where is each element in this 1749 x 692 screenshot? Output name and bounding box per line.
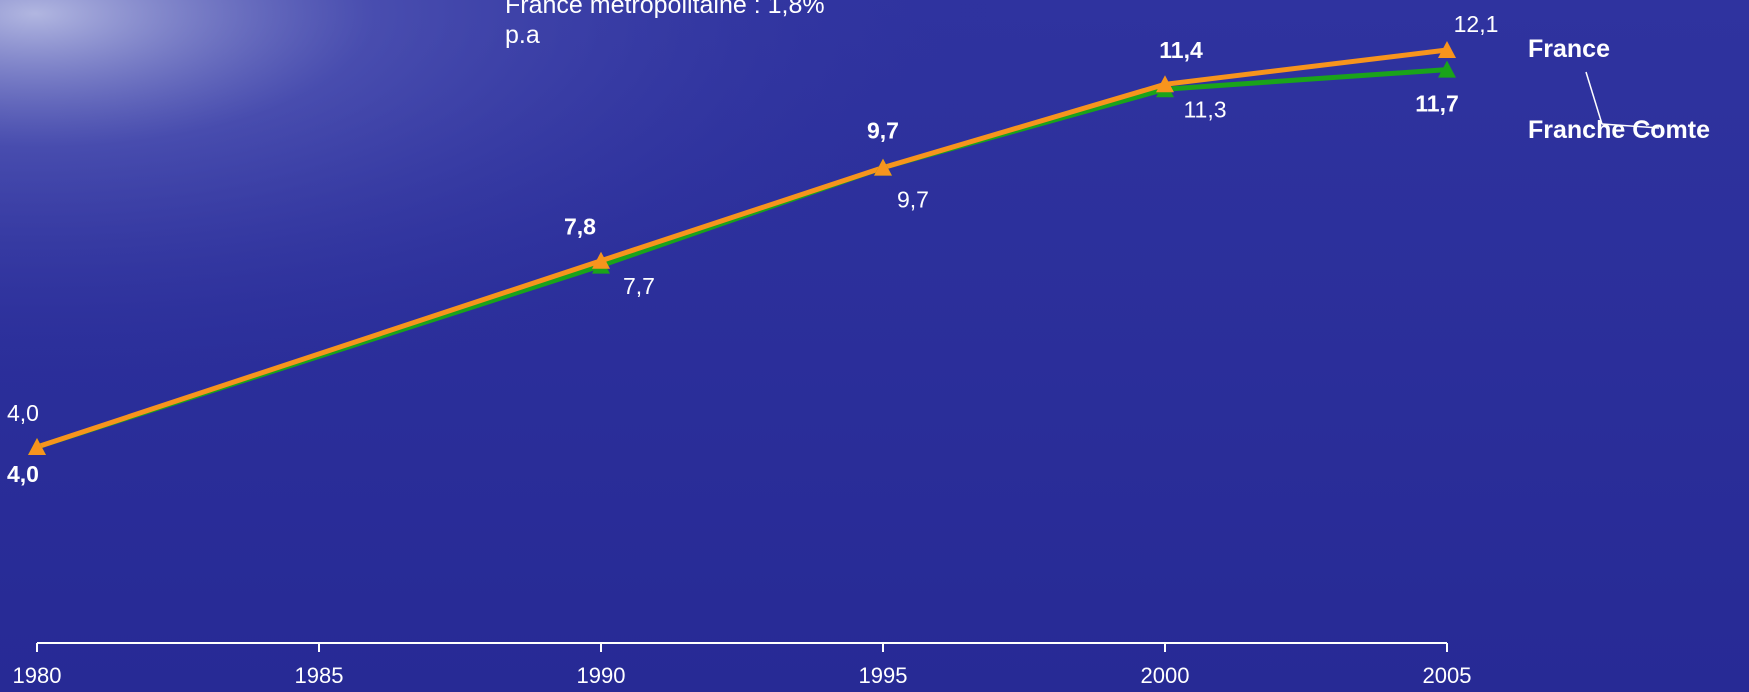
x-tick-label: 1995 — [859, 663, 908, 688]
data-point-marker — [1156, 75, 1174, 93]
data-point-marker — [1438, 60, 1456, 78]
data-point-marker — [28, 438, 46, 455]
x-tick-label: 2005 — [1423, 663, 1472, 688]
data-label: 4,0 — [7, 461, 39, 487]
data-point-marker — [874, 158, 892, 176]
data-point-marker — [592, 251, 610, 269]
data-label: 7,7 — [623, 273, 655, 299]
leader-line — [1585, 71, 1603, 125]
chart-subtitle: France métropolitaine : 1,8% p.a — [505, 0, 825, 50]
x-tick-label: 1980 — [13, 663, 62, 688]
data-label: 9,7 — [867, 118, 899, 144]
leader-line — [1601, 123, 1660, 129]
subtitle-line-2: p.a — [505, 21, 540, 49]
series-name-label: France — [1528, 35, 1610, 63]
data-point-marker — [1438, 41, 1456, 58]
subtitle-line-1: France métropolitaine : 1,8% — [505, 0, 825, 19]
data-label: 11,3 — [1183, 96, 1226, 122]
series-line-france — [34, 47, 1450, 450]
series-name-label: Franche Comte — [1528, 116, 1710, 144]
data-label: 11,7 — [1415, 91, 1459, 117]
data-label: 4,0 — [7, 400, 39, 426]
data-label: 11,4 — [1159, 37, 1203, 63]
series-line-franche-comte — [34, 67, 1450, 450]
x-tick-label: 2000 — [1141, 663, 1190, 688]
data-label: 12,1 — [1454, 11, 1499, 37]
data-label: 7,8 — [564, 214, 596, 240]
x-tick-label: 1985 — [295, 663, 344, 688]
data-label: 9,7 — [897, 187, 929, 213]
x-tick-label: 1990 — [577, 663, 626, 688]
